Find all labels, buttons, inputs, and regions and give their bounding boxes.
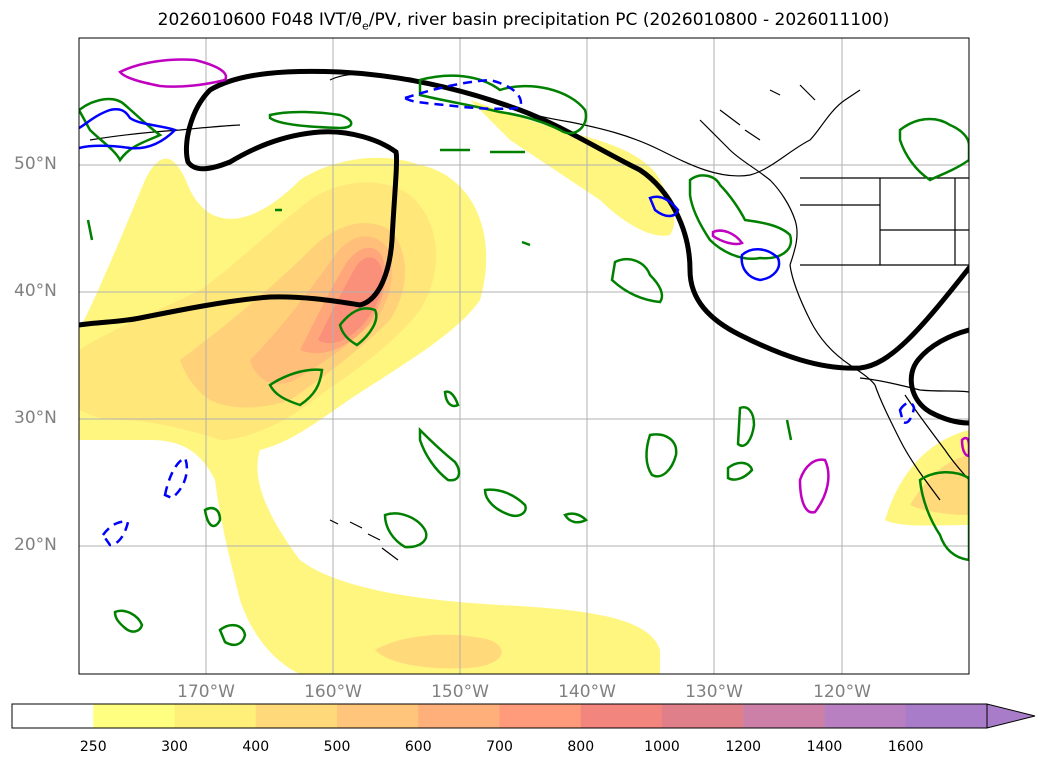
green-contour-small-1: [443, 390, 460, 408]
colorbar-tick-label: 300: [161, 739, 188, 755]
green-contour-trop-8: [726, 461, 754, 481]
colorbar-tick-label: 500: [323, 739, 351, 755]
blue-contour-bc: [648, 195, 680, 218]
us-west-coast: [789, 264, 876, 386]
green-contour-trop-7: [736, 406, 756, 447]
blue-dashed-west-1: [163, 456, 189, 500]
lon-label-160w: 160°W: [304, 682, 362, 702]
colorbar-segment: [93, 704, 175, 728]
magenta-contour-east-edge: [960, 436, 969, 458]
pv-contour-east: [908, 327, 969, 426]
magenta-contour-bc: [711, 229, 744, 246]
colorbar: [11, 703, 1036, 729]
colorbar-tick-label: 700: [486, 739, 513, 755]
colorbar-tick-label: 800: [567, 739, 595, 755]
lat-label-20n: 20°N: [14, 535, 57, 555]
blue-contour-california: [740, 248, 781, 282]
aleutian-islands: [89, 124, 241, 141]
colorbar-tick-label: 1200: [725, 739, 762, 755]
colorbar-tick-label: 600: [404, 739, 432, 755]
blue-contour-north-west: [79, 108, 178, 150]
canada-coast: [699, 119, 798, 266]
green-contour-central-2: [338, 307, 378, 347]
lon-label-140w: 140°W: [558, 682, 616, 702]
colorbar-tick-label: 1600: [887, 739, 924, 755]
green-contour-small-3: [203, 506, 222, 528]
colorbar-segment: [743, 704, 825, 728]
green-contour-trop-2: [645, 433, 678, 478]
green-contour-small-2: [563, 512, 589, 524]
magenta-contour-trop: [798, 458, 830, 514]
lon-label-120w: 120°W: [813, 682, 871, 702]
blue-dashed-gulf: [402, 78, 523, 111]
colorbar-tick-label: 1000: [644, 739, 680, 755]
green-contour-gulf-of-alaska: [418, 74, 588, 135]
bc-islands: [719, 84, 816, 141]
ivt-shading: [79, 100, 969, 674]
colorbar-segment: [580, 704, 663, 728]
green-contour-east-edge: [898, 117, 969, 182]
colorbar-segment: [824, 704, 907, 728]
colorbar-frame: [11, 703, 988, 729]
colorbar-segment: [499, 704, 582, 728]
magenta-contour-north: [118, 58, 228, 88]
colorbar-tick-label: 250: [79, 739, 107, 755]
lon-label-170w: 170°W: [177, 682, 235, 702]
blue-dashed-mexico: [898, 401, 916, 424]
colorbar-extend-arrow: [986, 703, 1036, 729]
blue-solid-contours: [79, 108, 781, 282]
green-contour-trop-1: [418, 426, 461, 482]
state-borders: [800, 178, 969, 266]
magenta-contours: [118, 58, 969, 514]
precip-pc-contours: [79, 74, 969, 647]
colorbar-segment: [255, 704, 338, 728]
blue-dashed-contours: [101, 78, 916, 547]
green-contour-trop-4: [483, 488, 527, 517]
green-contour-trop-3: [383, 512, 428, 549]
green-contour-north-pacific-1: [268, 110, 353, 130]
map-frame: [78, 37, 970, 675]
green-contour-mexico: [918, 471, 969, 562]
green-contour-trop-6: [218, 623, 247, 647]
hawaii-islands: [329, 519, 399, 561]
pv-contours: [79, 68, 969, 426]
colorbar-segment: [12, 704, 94, 728]
lat-label-40n: 40°N: [14, 281, 57, 301]
green-contour-bc: [688, 174, 793, 261]
us-mexico-border: [859, 377, 969, 393]
colorbar-segment: [662, 704, 744, 728]
green-contour-trop-5: [113, 609, 144, 633]
colorbar-tick-label: 400: [242, 739, 270, 755]
green-contour-small-4: [86, 148, 793, 441]
graticule: [79, 38, 969, 674]
green-contour-north-pacific-2: [610, 258, 664, 304]
lon-label-150w: 150°W: [431, 682, 489, 702]
colorbar-tick-label: 1400: [806, 739, 843, 755]
lon-label-130w: 130°W: [685, 682, 743, 702]
chart-title: 2026010600 F048 IVT/θe/PV, river basin p…: [157, 10, 890, 33]
ivt-250-coastal-band: [470, 100, 675, 236]
colorbar-segment: [418, 704, 500, 728]
green-contour-aleutian-west: [79, 97, 163, 163]
green-contour-central-1: [268, 368, 324, 407]
colorbar-segment: [337, 704, 419, 728]
lat-label-30n: 30°N: [14, 408, 57, 428]
ivt-700-region: [318, 257, 383, 344]
colorbar-segment: [905, 704, 988, 728]
lat-label-50n: 50°N: [14, 154, 57, 174]
colorbar-segment: [174, 704, 257, 728]
pv-contour-main: [79, 68, 969, 371]
baja-coast: [874, 384, 941, 501]
ivt-400-south-region: [375, 634, 502, 669]
